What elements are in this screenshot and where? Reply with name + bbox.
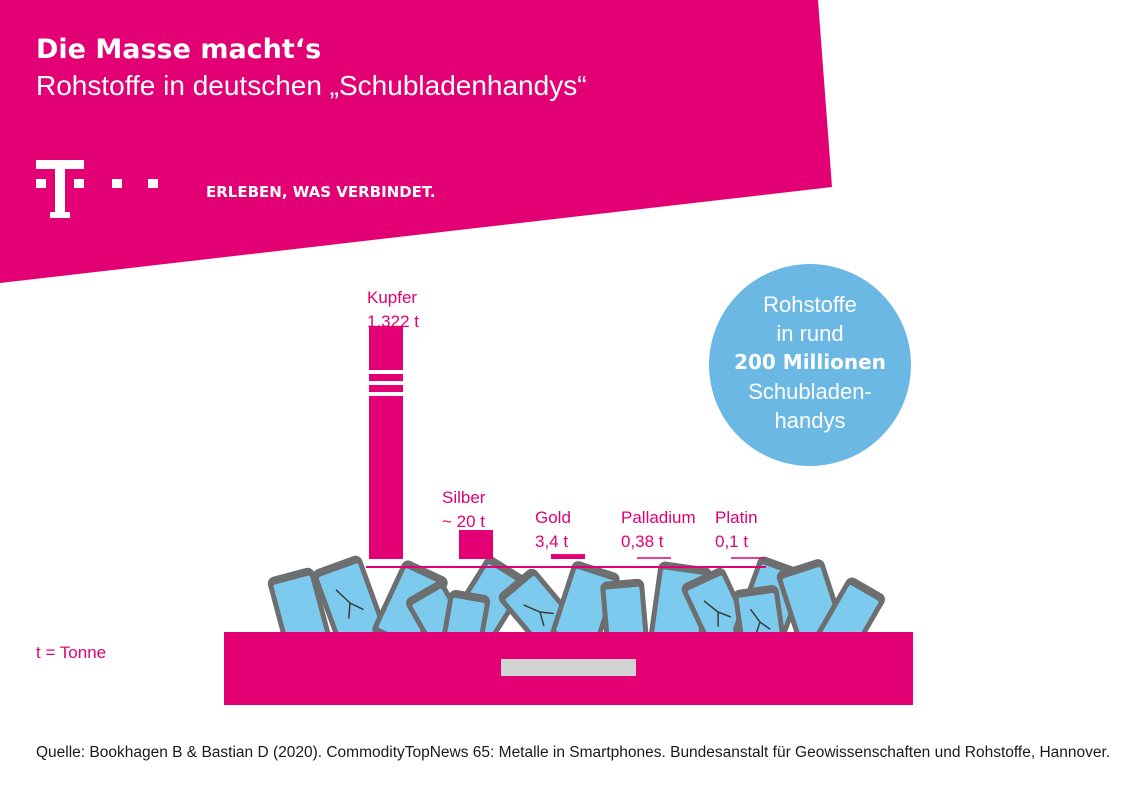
value-label-gold: 3,4 t [535,532,568,551]
category-label-palladium: Palladium [621,508,696,527]
phone-icon [550,561,620,651]
phone-screen [273,575,327,649]
category-label-kupfer: Kupfer [367,288,417,307]
screen-crack [335,589,364,619]
value-label-palladium: 0,38 t [621,532,664,551]
telekom-t-logo-icon [36,160,176,220]
value-label-silber: ~ 20 t [442,512,485,531]
circle-line-1: Rohstoffe [763,292,857,317]
bar-silber [459,530,493,559]
header-banner [0,0,832,283]
screen-crack [703,600,732,627]
phone-icon [312,555,388,651]
drawer-handle [501,659,636,676]
value-label-kupfer: 1.322 t [367,312,419,331]
axis-break-stripe [368,381,404,385]
circle-line-3: 200 Millionen [734,350,886,374]
circle-line-2: in rund [776,321,844,346]
axis-break-stripe [368,392,404,396]
page-title: Die Masse macht‘s [36,34,322,65]
phones-pile-icon [267,555,885,659]
circle-line-4: Schubladen- [748,379,872,404]
bar-gold [551,554,585,559]
bar-kupfer [369,326,403,559]
category-label-silber: Silber [442,488,486,507]
category-label-gold: Gold [535,508,571,527]
circle-line-5: handys [774,408,846,433]
category-label-platin: Platin [715,508,758,527]
phone-screen [556,568,614,644]
screen-crack [523,604,554,627]
axis-break-stripe [368,370,404,374]
page-subtitle: Rohstoffe in deutschen „Schubladenhandys… [36,70,587,101]
slogan: ERLEBEN, WAS VERBINDET. [206,183,436,201]
circle-text: Rohstoffe in rund 200 Millionen Schublad… [710,290,910,435]
unit-note: t = Tonne [36,643,107,662]
source-note: Quelle: Bookhagen B & Bastian D (2020). … [36,744,1111,761]
value-label-platin: 0,1 t [715,532,748,551]
screen-crack [749,608,771,635]
info-circle [709,264,911,466]
